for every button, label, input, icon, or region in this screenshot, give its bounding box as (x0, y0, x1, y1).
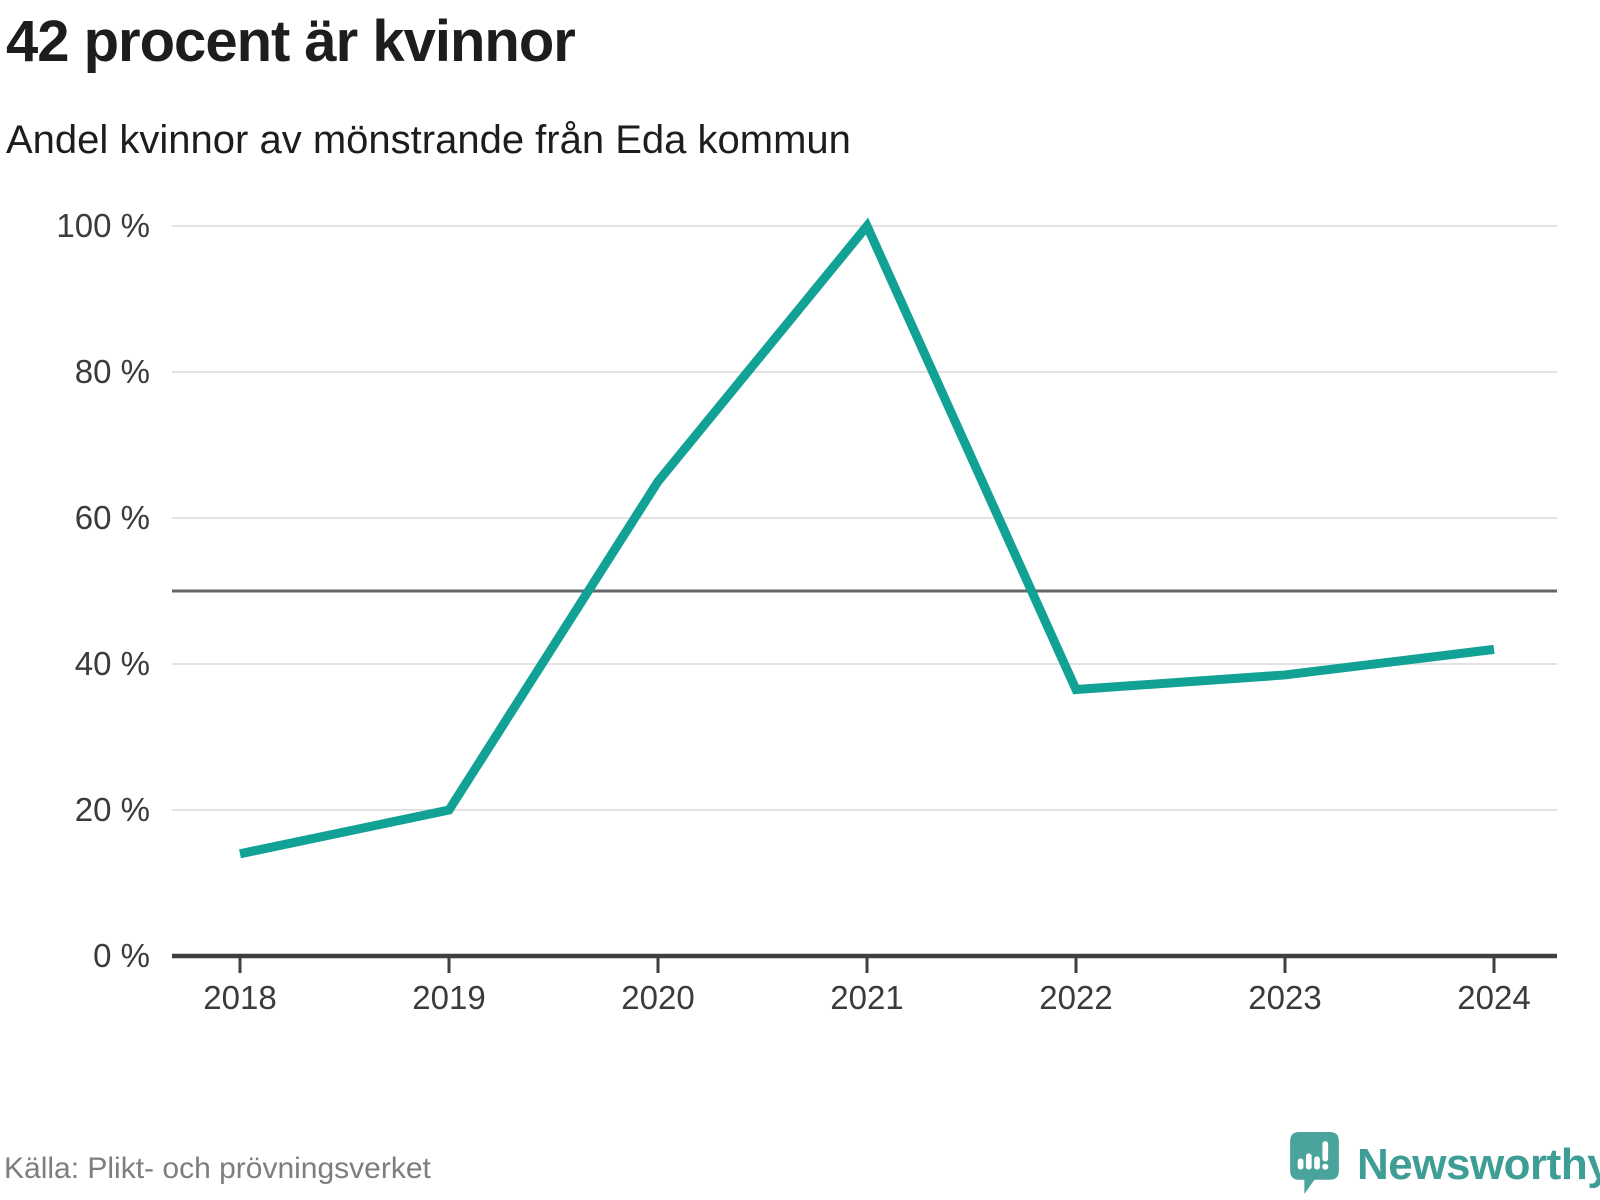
logo-exclamation-dot (1322, 1163, 1329, 1170)
y-tick-label: 0 % (93, 937, 150, 974)
x-tick-label: 2023 (1248, 979, 1321, 1016)
logo-bar-1 (1297, 1158, 1304, 1170)
logo-bar-3 (1314, 1156, 1320, 1170)
x-tick-label: 2018 (203, 979, 276, 1016)
y-tick-label: 80 % (75, 353, 150, 390)
newsworthy-logo-text: Newsworthy (1357, 1140, 1600, 1189)
y-tick-label: 100 % (56, 207, 150, 244)
x-tick-label: 2021 (830, 979, 903, 1016)
source-note: Källa: Plikt- och prövningsverket (4, 1152, 431, 1185)
logo-bar-2 (1305, 1153, 1312, 1170)
x-tick-label: 2024 (1457, 979, 1530, 1016)
y-tick-label: 40 % (75, 645, 150, 682)
logo-exclamation-bar (1322, 1141, 1329, 1162)
x-tick-label: 2019 (412, 979, 485, 1016)
y-tick-label: 20 % (75, 791, 150, 828)
x-tick-label: 2020 (621, 979, 694, 1016)
x-tick-label: 2022 (1039, 979, 1112, 1016)
data-line (239, 217, 1495, 859)
chart-subtitle: Andel kvinnor av mönstrande från Eda kom… (6, 118, 851, 162)
chart-title: 42 procent är kvinnor (6, 9, 576, 74)
y-tick-label: 60 % (75, 499, 150, 536)
newsworthy-logo: Newsworthy (1290, 1132, 1600, 1195)
newsworthy-logo-icon (1290, 1132, 1339, 1194)
